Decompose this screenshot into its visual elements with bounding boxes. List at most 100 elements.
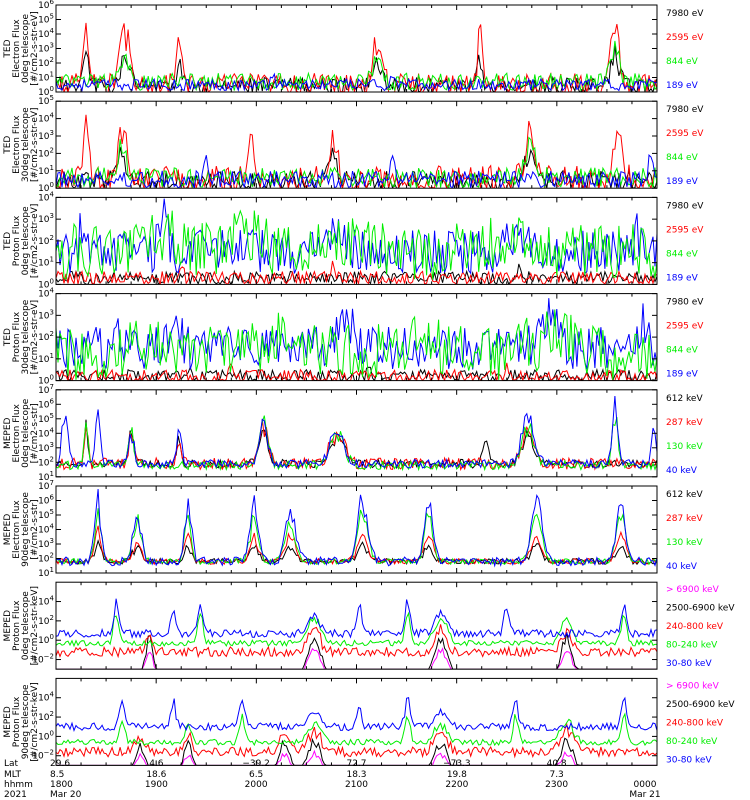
y-tick-label: 100 — [38, 374, 54, 387]
y-tick-label: 103 — [38, 441, 54, 454]
x-tick-label-mlt: 7.3 — [549, 770, 563, 780]
series-green-trace — [56, 309, 657, 380]
legend-label: 2500-6900 keV — [666, 700, 735, 710]
y-tick-label: 103 — [38, 42, 54, 55]
legend-label: > 6900 keV — [666, 585, 720, 595]
x-tick-label-lat: 72.7 — [346, 759, 366, 769]
y-tick-label: 101 — [38, 164, 54, 177]
y-tick-label: 104 — [38, 691, 54, 704]
x-tick-label-lat: 40.8 — [547, 759, 567, 769]
y-tick-label: 104 — [38, 287, 54, 300]
y-tick-label: 107 — [38, 479, 54, 492]
traces — [56, 22, 657, 92]
y-tick-label: 102 — [38, 455, 54, 468]
y-axis-label: TEDProton Flux30deg telescope[#/cm2-s-st… — [3, 299, 40, 374]
series-red-trace — [56, 419, 657, 472]
legend-label: 189 eV — [666, 273, 699, 283]
legend-label: 7980 eV — [666, 105, 704, 115]
series-blue-trace — [56, 198, 657, 275]
y-tick-label: 104 — [38, 27, 54, 40]
y-tick-label: 103 — [38, 537, 54, 550]
legend-label: 2595 eV — [666, 225, 704, 235]
legend-label: 844 eV — [666, 153, 699, 163]
y-tick-label: 100 — [38, 85, 54, 98]
traces — [56, 298, 657, 381]
legend-label: 844 eV — [666, 346, 699, 356]
y-axis-label: TEDProton Flux0deg telescope[#/cm2-s-str… — [3, 204, 40, 279]
y-tick-label: 103 — [38, 129, 54, 142]
y-tick-label: 104 — [38, 190, 54, 203]
y-tick-label: 102 — [38, 710, 54, 723]
y-tick-label: 105 — [38, 13, 54, 26]
legend-label: 7980 eV — [666, 201, 704, 211]
legend-label: 844 eV — [666, 57, 699, 67]
x-tick-label-hhmm: 1900 — [145, 780, 168, 790]
y-axis-label: MEPEDElectron Flux0deg telescope[#/cm2-s… — [3, 398, 40, 468]
y-tick-label: 100 — [38, 181, 54, 194]
y-tick-label: 103 — [38, 212, 54, 225]
series-red-trace — [56, 525, 657, 566]
y-tick-label: 101 — [38, 256, 54, 269]
y-tick-label: 101 — [38, 470, 54, 483]
legend-label: 130 keV — [666, 538, 703, 548]
legend-label: 2595 eV — [666, 322, 704, 332]
legend-label: 130 keV — [666, 442, 703, 452]
legend-label: 30-80 keV — [666, 659, 712, 669]
y-tick-label: 101 — [38, 566, 54, 579]
y-tick-label: 103 — [38, 308, 54, 321]
y-tick-label: 100 — [38, 633, 54, 646]
series-blue-trace — [56, 598, 657, 639]
x-row-label: hhmm — [4, 780, 33, 790]
series-green-trace — [56, 508, 657, 566]
traces — [56, 489, 657, 568]
y-tick-label: 101 — [38, 71, 54, 84]
legend-label: 40 keV — [666, 562, 698, 572]
series-green-trace — [56, 209, 657, 280]
x-row-label: 2021 — [4, 790, 27, 800]
x-tick-label-hhmm: 2100 — [345, 780, 368, 790]
x-tick-label-lat: −39.2 — [242, 759, 270, 769]
x-tick-label-mlt: 19.8 — [447, 770, 467, 780]
y-tick-label: 102 — [38, 56, 54, 69]
legend-label: 80-240 keV — [666, 641, 718, 651]
y-tick-label: 105 — [38, 508, 54, 521]
x-tick-label-lat: 29.6 — [50, 759, 70, 769]
series-red-trace — [56, 362, 657, 381]
x-tick-label-mlt: 8.5 — [50, 770, 64, 780]
y-tick-label: 10−2 — [32, 749, 54, 762]
legend-label: 2595 eV — [666, 129, 704, 139]
y-tick-label: 104 — [38, 595, 54, 608]
y-tick-label: 102 — [38, 614, 54, 627]
series-red-trace — [56, 722, 657, 759]
y-axis-label: TEDElectron Flux30deg telescope[#/cm2-s-… — [3, 107, 40, 182]
y-axis-label: MEPEDProton Flux0deg telescope[#/cm2-s-s… — [3, 586, 40, 665]
legend-label: 2500-6900 keV — [666, 604, 735, 614]
legend-label: 7980 eV — [666, 298, 704, 308]
y-tick-label: 104 — [38, 523, 54, 536]
series-green-trace — [56, 611, 657, 648]
y-tick-label: 100 — [38, 277, 54, 290]
y-axis-label: TEDElectron Flux0deg telescope[#/cm2-s-s… — [3, 11, 40, 86]
y-tick-label: 107 — [38, 383, 54, 396]
y-tick-label: 106 — [38, 494, 54, 507]
series-blue-trace — [56, 696, 657, 732]
y-axis-label: MEPEDElectron Flux90deg telescope[#/cm2-… — [3, 492, 40, 567]
legend-label: 240-800 keV — [666, 718, 724, 728]
legend-label: 612 keV — [666, 394, 703, 404]
y-tick-label: 102 — [38, 234, 54, 247]
legend-label: 844 eV — [666, 249, 699, 259]
y-tick-label: 100 — [38, 729, 54, 742]
legend-label: 240-800 keV — [666, 622, 724, 632]
legend-label: 287 keV — [666, 418, 703, 428]
y-tick-label: 10−2 — [32, 653, 54, 666]
legend-label: 80-240 keV — [666, 737, 718, 747]
legend-label: 40 keV — [666, 466, 698, 476]
